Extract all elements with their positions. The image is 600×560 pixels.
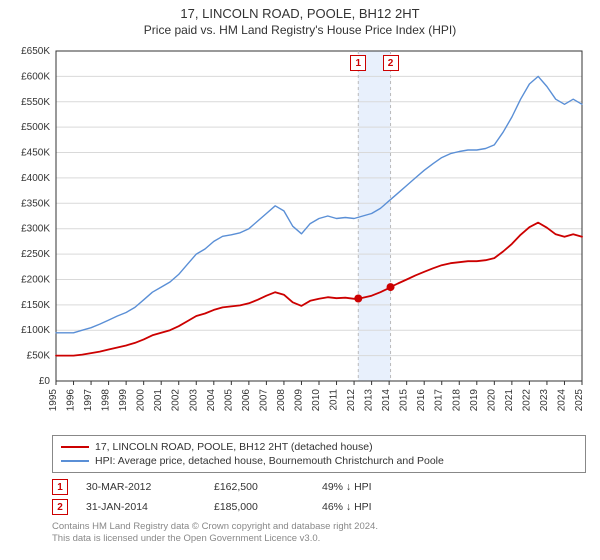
sale-date: 30-MAR-2012 (86, 481, 196, 493)
svg-text:£650K: £650K (21, 46, 50, 57)
chart-title: 17, LINCOLN ROAD, POOLE, BH12 2HT (0, 0, 600, 21)
svg-text:1997: 1997 (83, 389, 94, 412)
svg-text:2013: 2013 (364, 389, 375, 412)
svg-text:1999: 1999 (118, 389, 129, 412)
legend-item: HPI: Average price, detached house, Bour… (61, 454, 577, 468)
svg-text:£100K: £100K (21, 325, 50, 336)
legend: 17, LINCOLN ROAD, POOLE, BH12 2HT (detac… (52, 435, 586, 473)
svg-text:2005: 2005 (223, 389, 234, 412)
svg-text:2025: 2025 (574, 389, 585, 412)
svg-text:2007: 2007 (258, 389, 269, 412)
svg-text:2021: 2021 (504, 389, 515, 412)
sale-delta: 46% ↓ HPI (322, 501, 432, 513)
footnote: Contains HM Land Registry data © Crown c… (52, 521, 586, 545)
svg-text:£500K: £500K (21, 122, 50, 133)
svg-text:2017: 2017 (434, 389, 445, 412)
sale-price: £162,500 (214, 481, 304, 493)
legend-swatch (61, 460, 89, 462)
sale-flag: 1 (350, 55, 366, 71)
svg-text:£450K: £450K (21, 148, 50, 159)
svg-text:£0: £0 (39, 376, 51, 387)
price-chart-svg: £0 £50K £100K £150K £200K £250K £300K £350K £400… (4, 41, 596, 429)
svg-text:2003: 2003 (188, 389, 199, 412)
svg-text:2016: 2016 (416, 389, 427, 412)
chart-subtitle: Price paid vs. HM Land Registry's House … (0, 21, 600, 41)
footnote-line: This data is licensed under the Open Gov… (52, 533, 586, 545)
legend-item: 17, LINCOLN ROAD, POOLE, BH12 2HT (detac… (61, 440, 577, 454)
sale-price: £185,000 (214, 501, 304, 513)
svg-text:2023: 2023 (539, 389, 550, 412)
footnote-line: Contains HM Land Registry data © Crown c… (52, 521, 586, 533)
svg-text:2009: 2009 (293, 389, 304, 412)
svg-text:2002: 2002 (171, 389, 182, 412)
svg-text:£50K: £50K (27, 351, 51, 362)
legend-swatch (61, 446, 89, 448)
svg-text:2020: 2020 (486, 389, 497, 412)
svg-text:2010: 2010 (311, 389, 322, 412)
svg-text:2019: 2019 (469, 389, 480, 412)
svg-text:2011: 2011 (329, 389, 340, 411)
svg-text:2000: 2000 (136, 389, 147, 412)
sale-row: 1 30-MAR-2012 £162,500 49% ↓ HPI (52, 477, 586, 497)
svg-text:2012: 2012 (346, 389, 357, 412)
svg-text:2014: 2014 (381, 389, 392, 412)
svg-text:2006: 2006 (241, 389, 252, 412)
legend-label: 17, LINCOLN ROAD, POOLE, BH12 2HT (detac… (95, 440, 373, 454)
svg-text:1998: 1998 (101, 389, 112, 412)
sale-tag: 2 (52, 499, 68, 515)
sale-flag: 2 (383, 55, 399, 71)
svg-text:2022: 2022 (521, 389, 532, 412)
svg-text:£200K: £200K (21, 274, 50, 285)
svg-text:1995: 1995 (48, 389, 59, 412)
svg-text:£250K: £250K (21, 249, 50, 260)
sale-delta: 49% ↓ HPI (322, 481, 432, 493)
svg-text:2024: 2024 (556, 389, 567, 412)
svg-text:2004: 2004 (206, 389, 217, 412)
svg-text:£400K: £400K (21, 173, 50, 184)
chart-area: £0 £50K £100K £150K £200K £250K £300K £350K £400… (4, 41, 596, 429)
sales-table: 1 30-MAR-2012 £162,500 49% ↓ HPI 2 31-JAN-201… (52, 477, 586, 517)
legend-label: HPI: Average price, detached house, Bour… (95, 454, 444, 468)
svg-text:2008: 2008 (276, 389, 287, 412)
svg-text:£150K: £150K (21, 300, 50, 311)
sale-date: 31-JAN-2014 (86, 501, 196, 513)
svg-text:1996: 1996 (66, 389, 77, 412)
sale-tag: 1 (52, 479, 68, 495)
svg-text:2001: 2001 (153, 389, 164, 412)
svg-text:£350K: £350K (21, 198, 50, 209)
sale-row: 2 31-JAN-2014 £185,000 46% ↓ HPI (52, 497, 586, 517)
svg-text:2018: 2018 (451, 389, 462, 412)
svg-text:£300K: £300K (21, 224, 50, 235)
svg-text:£550K: £550K (21, 97, 50, 108)
svg-text:2015: 2015 (399, 389, 410, 412)
svg-text:£600K: £600K (21, 71, 50, 82)
